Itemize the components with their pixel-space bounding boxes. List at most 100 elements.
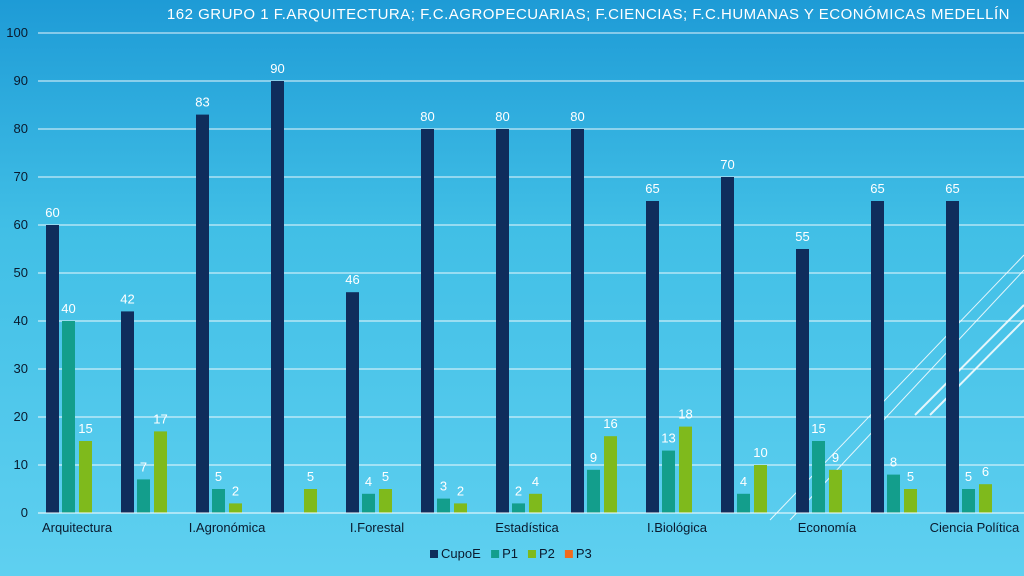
bar-cupoe xyxy=(871,201,884,513)
legend-swatch xyxy=(430,550,438,558)
bar-cupoe xyxy=(796,249,809,513)
decorative-line xyxy=(914,304,1024,416)
data-label: 4 xyxy=(365,474,372,489)
y-tick-label: 60 xyxy=(14,217,28,232)
x-tick-label: Estadística xyxy=(495,520,559,535)
data-label: 5 xyxy=(215,469,222,484)
data-label: 80 xyxy=(495,109,509,124)
bar-p2 xyxy=(529,493,542,513)
y-tick-label: 40 xyxy=(14,313,28,328)
bar-p1 xyxy=(812,441,825,513)
y-tick-label: 20 xyxy=(14,409,28,424)
data-label: 4 xyxy=(532,474,539,489)
bar-p1 xyxy=(662,450,675,513)
bar-cupoe xyxy=(571,129,584,513)
data-label: 55 xyxy=(795,229,809,244)
data-label: 5 xyxy=(382,469,389,484)
bar-p2 xyxy=(454,503,467,513)
bar-p1 xyxy=(962,489,975,513)
bar-p2 xyxy=(904,489,917,513)
y-tick-label: 80 xyxy=(14,121,28,136)
data-label: 15 xyxy=(811,421,825,436)
bar-p1 xyxy=(212,489,225,513)
y-tick-label: 50 xyxy=(14,265,28,280)
data-label: 7 xyxy=(140,459,147,474)
bar-p2 xyxy=(829,469,842,513)
legend-swatch xyxy=(564,550,573,558)
legend-label: P3 xyxy=(576,546,592,561)
data-label: 2 xyxy=(232,483,239,498)
bar-p1 xyxy=(887,474,900,513)
data-label: 16 xyxy=(603,416,617,431)
legend-label: P2 xyxy=(539,546,555,561)
bar-cupoe xyxy=(421,129,434,513)
bar-cupoe xyxy=(196,114,209,513)
bar-p1 xyxy=(737,493,750,513)
bar-p2 xyxy=(379,489,392,513)
data-label: 80 xyxy=(420,109,434,124)
bar-p2 xyxy=(229,503,242,513)
bar-cupoe xyxy=(121,311,134,513)
data-label: 6 xyxy=(982,464,989,479)
data-label: 2 xyxy=(457,483,464,498)
y-tick-label: 30 xyxy=(14,361,28,376)
data-label: 65 xyxy=(645,181,659,196)
bar-cupoe xyxy=(271,81,284,513)
bar-p2 xyxy=(154,431,167,513)
bar-p2 xyxy=(979,484,992,513)
data-label: 46 xyxy=(345,272,359,287)
data-label: 9 xyxy=(590,450,597,465)
bar-p1 xyxy=(512,503,525,513)
data-label: 42 xyxy=(120,291,134,306)
x-tick-label: Arquitectura xyxy=(42,520,113,535)
data-label: 4 xyxy=(740,474,747,489)
decorative-line xyxy=(929,319,1024,416)
y-tick-label: 0 xyxy=(21,505,28,520)
bars xyxy=(46,81,992,513)
data-label: 17 xyxy=(153,411,167,426)
legend-swatch xyxy=(491,550,500,558)
y-tick-label: 90 xyxy=(14,73,28,88)
bar-cupoe xyxy=(496,129,509,513)
bar-p2 xyxy=(79,441,92,513)
bar-p1 xyxy=(437,498,450,513)
bar-p2 xyxy=(754,465,767,513)
data-label: 65 xyxy=(945,181,959,196)
data-label: 8 xyxy=(890,455,897,470)
bar-cupoe xyxy=(721,177,734,513)
data-label: 70 xyxy=(720,157,734,172)
data-label: 18 xyxy=(678,407,692,422)
y-tick-label: 10 xyxy=(14,457,28,472)
data-label: 40 xyxy=(61,301,75,316)
data-label: 13 xyxy=(661,431,675,446)
legend-label: CupoE xyxy=(441,546,481,561)
x-tick-label: I.Forestal xyxy=(350,520,404,535)
bar-p1 xyxy=(137,479,150,513)
data-label: 10 xyxy=(753,445,767,460)
data-label: 3 xyxy=(440,479,447,494)
data-label: 9 xyxy=(832,450,839,465)
data-label: 2 xyxy=(515,483,522,498)
data-label: 5 xyxy=(907,469,914,484)
data-label: 65 xyxy=(870,181,884,196)
y-axis: 0 10 20 30 40 50 60 70 80 90 100 xyxy=(6,25,28,520)
data-label: 15 xyxy=(78,421,92,436)
bar-cupoe xyxy=(646,201,659,513)
y-tick-label: 100 xyxy=(6,25,28,40)
bar-cupoe xyxy=(46,225,59,513)
chart-title: 162 GRUPO 1 F.ARQUITECTURA; F.C.AGROPECU… xyxy=(166,6,1010,23)
bar-p2 xyxy=(604,436,617,513)
legend: CupoE P1 P2 P3 xyxy=(430,546,592,561)
data-label: 83 xyxy=(195,95,209,110)
data-label: 5 xyxy=(965,469,972,484)
bar-p1 xyxy=(587,469,600,513)
legend-label: P1 xyxy=(502,546,518,561)
data-label: 5 xyxy=(307,469,314,484)
bar-cupoe xyxy=(946,201,959,513)
legend-swatch xyxy=(527,550,536,558)
data-label: 60 xyxy=(45,205,59,220)
bar-p1 xyxy=(362,493,375,513)
x-tick-label: I.Biológica xyxy=(647,520,708,535)
